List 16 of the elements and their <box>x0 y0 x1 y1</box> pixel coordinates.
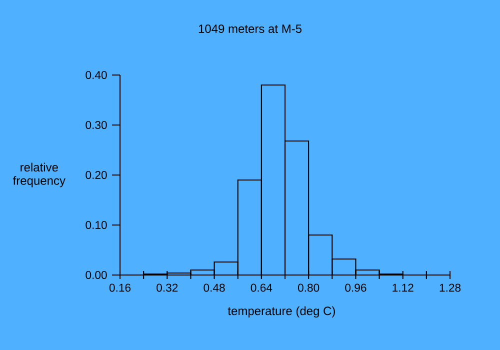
x-tick-label: 0.32 <box>156 284 178 292</box>
x-tick-label: 0.16 <box>109 284 131 292</box>
y-tick-label: 0.30 <box>86 120 107 130</box>
x-tick-label: 0.64 <box>250 284 272 292</box>
x-tick-label: 0.80 <box>298 284 320 292</box>
x-tick-label: 1.28 <box>440 284 461 292</box>
y-axis-title: relative frequency <box>12 162 66 188</box>
x-axis-title: temperature (deg C) <box>228 306 335 318</box>
x-tick-label: 1.12 <box>392 284 414 292</box>
y-tick-label: 0.10 <box>86 220 107 230</box>
y-tick-label: 0.40 <box>86 70 107 80</box>
x-tick-label: 0.48 <box>204 284 225 292</box>
y-tick-label: 0.20 <box>86 170 107 180</box>
x-tick-label: 0.96 <box>345 284 366 292</box>
y-tick-label: 0.00 <box>86 270 107 280</box>
chart-title: 1049 meters at M-5 <box>198 24 302 34</box>
